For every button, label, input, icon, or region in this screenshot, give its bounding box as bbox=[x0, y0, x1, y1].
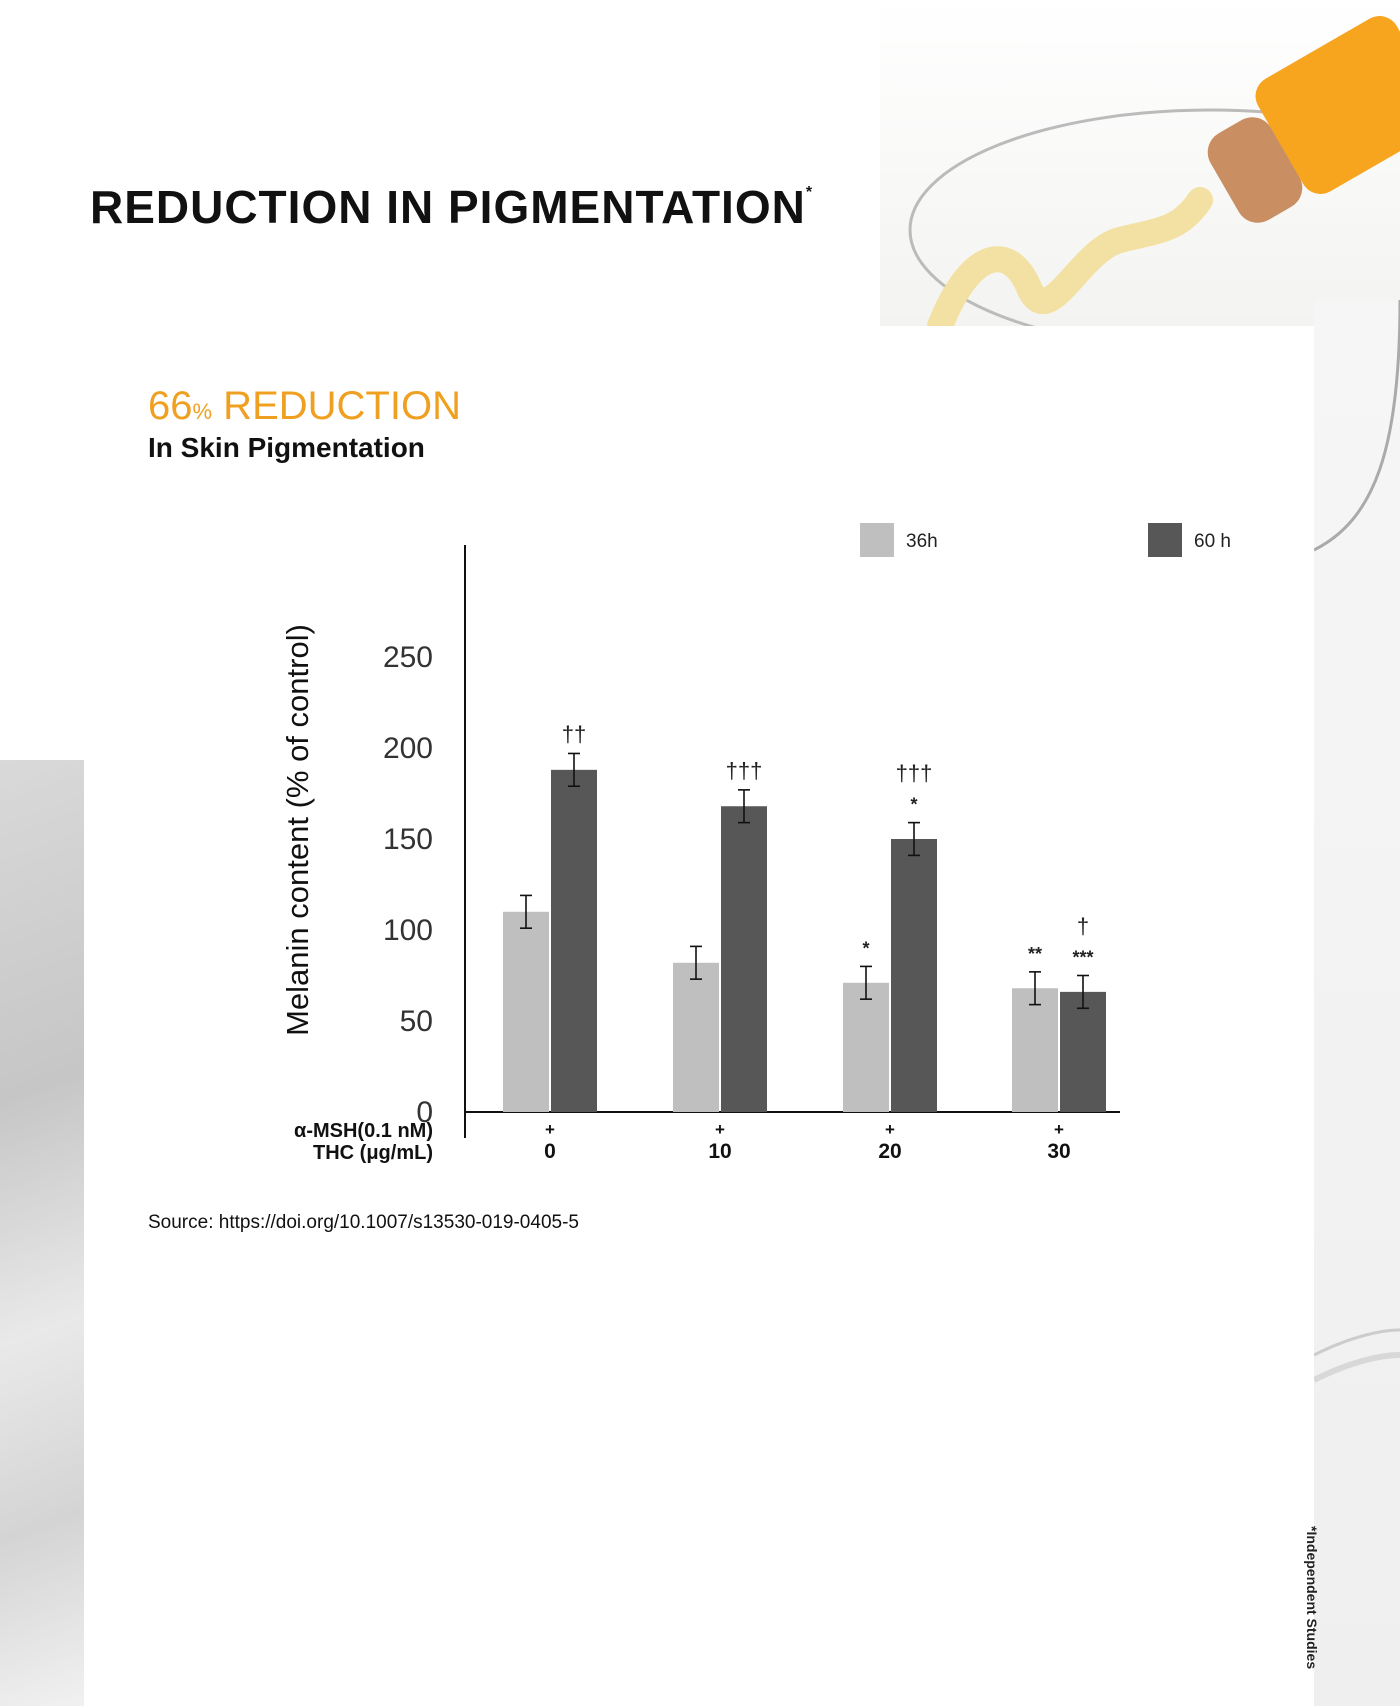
background-left-shade bbox=[0, 760, 84, 1706]
headline: 66% REDUCTION bbox=[148, 384, 461, 429]
source-citation: Source: https://doi.org/10.1007/s13530-0… bbox=[148, 1212, 579, 1233]
headline-value: 66 bbox=[148, 384, 193, 428]
background-product-photo bbox=[880, 0, 1400, 326]
content-panel bbox=[84, 326, 1314, 1706]
page-title: REDUCTION IN PIGMENTATION* bbox=[90, 180, 813, 234]
page-title-text: REDUCTION IN PIGMENTATION bbox=[90, 181, 806, 233]
product-tube-illustration bbox=[908, 16, 1400, 326]
headline-text: REDUCTION bbox=[212, 384, 461, 428]
title-footnote-mark: * bbox=[805, 184, 814, 201]
petri-dish-edge bbox=[1314, 300, 1400, 1383]
footnote-independent-studies: *Independent Studies bbox=[1304, 1526, 1320, 1670]
subheadline: In Skin Pigmentation bbox=[148, 432, 425, 463]
headline-percent: % bbox=[192, 399, 213, 424]
background-right-dish bbox=[1314, 300, 1400, 1706]
